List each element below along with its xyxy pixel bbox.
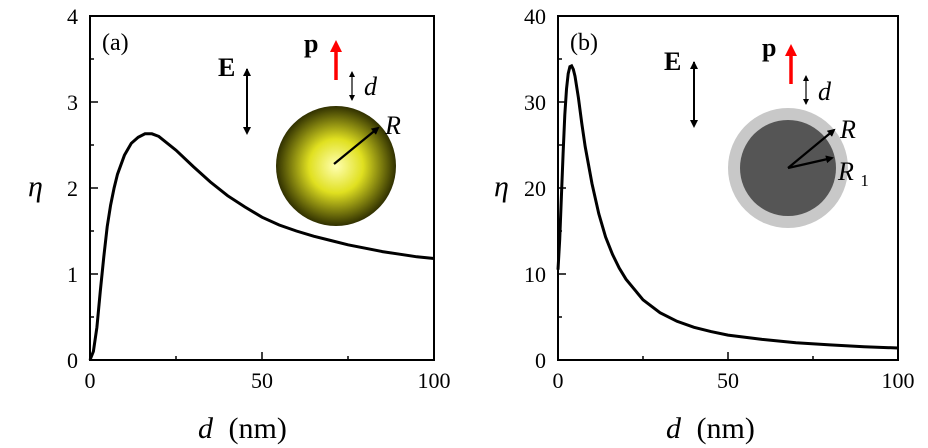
panel-b-y-tick-label: 10 — [524, 262, 546, 287]
panel-b: 0 50 100 0 10 20 30 40 (b) E p d R R 1 η d (nm) — [494, 4, 915, 445]
panel-a-radius-arrow — [333, 126, 380, 165]
panel-a-y-tick-label: 2 — [67, 176, 78, 201]
panel-b-x-tick-label: 0 — [553, 368, 564, 393]
panel-b-inset: E p d R R 1 — [664, 33, 869, 228]
panel-a-series-line — [88, 132, 435, 361]
panel-a-x-tick-label: 0 — [85, 368, 96, 393]
panel-b-x-tick-label: 100 — [882, 368, 915, 393]
panel-a-inset: E p d R — [218, 29, 401, 226]
panel-a-y-axis-title: η — [28, 170, 43, 203]
panel-a-y-tick-label: 1 — [67, 262, 78, 287]
panel-b-inner-radius-arrow — [787, 155, 834, 170]
panel-a-sphere — [276, 106, 396, 226]
panel-b-label: (b) — [570, 30, 598, 56]
panel-a-x-axis-title: d (nm) — [198, 412, 287, 445]
panel-a-y-tick-label: 4 — [67, 4, 78, 29]
panel-b-dipole-label: p — [762, 33, 776, 62]
panel-b-ticks: 0 50 100 0 10 20 30 40 — [524, 4, 915, 393]
panel-a-radius-label: R — [384, 111, 401, 140]
panel-b-distance-label: d — [818, 77, 832, 106]
panel-b-x-axis-title: d (nm) — [666, 412, 755, 445]
panel-b-series-line — [556, 63, 899, 350]
panel-b-y-axis-title: η — [494, 170, 509, 203]
panel-a-y-tick-label: 3 — [67, 90, 78, 115]
panel-a: 0 50 100 0 1 2 3 4 (a) E p d R η d (nm) — [28, 4, 451, 445]
panel-b-x-axis-variable: d — [666, 412, 682, 445]
panel-b-frame — [557, 15, 899, 361]
panel-b-radius-label: R — [839, 115, 856, 144]
panel-a-frame — [89, 15, 435, 361]
panel-a-x-axis-unit: (nm) — [229, 412, 287, 445]
panel-a-ticks: 0 50 100 0 1 2 3 4 — [67, 4, 451, 393]
panel-b-x-axis-unit: (nm) — [697, 412, 755, 445]
panel-b-y-tick-label: 20 — [524, 176, 546, 201]
panel-a-x-axis-variable: d — [198, 412, 214, 445]
panel-a-x-tick-label: 100 — [418, 368, 451, 393]
panel-a-dipole-label: p — [304, 29, 318, 58]
panel-a-distance-label: d — [364, 72, 378, 101]
panel-a-y-tick-label: 0 — [67, 348, 78, 373]
panel-a-field-label: E — [218, 53, 235, 82]
panel-a-label: (a) — [102, 30, 129, 56]
panel-b-inner-radius-label: R — [837, 157, 854, 186]
panel-b-x-tick-label: 50 — [717, 368, 739, 393]
panel-b-y-tick-label: 40 — [524, 4, 546, 29]
panel-b-inner-radius-subscript: 1 — [860, 171, 869, 190]
panel-b-y-tick-label: 0 — [535, 348, 546, 373]
panel-b-radius-arrow — [787, 128, 836, 169]
panel-b-field-label: E — [664, 47, 681, 76]
panel-b-y-tick-label: 30 — [524, 90, 546, 115]
panel-b-inner-radius-text: R 1 — [837, 157, 869, 190]
panel-a-x-tick-label: 50 — [251, 368, 273, 393]
